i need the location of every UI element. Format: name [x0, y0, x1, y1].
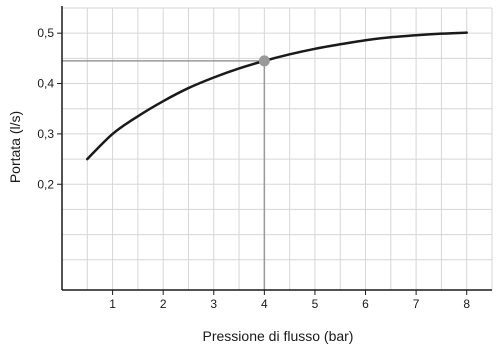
y-axis-title: Portata (l/s)	[7, 111, 23, 183]
x-tick-label: 5	[312, 297, 319, 311]
highlight-guides	[62, 60, 266, 290]
x-tick-label: 8	[463, 297, 470, 311]
y-tick-label: 0,2	[37, 177, 54, 191]
y-tick-label: 0,5	[37, 26, 54, 40]
y-tick-label: 0,4	[37, 77, 54, 91]
x-tick-label: 2	[160, 297, 167, 311]
x-tick-label: 7	[413, 297, 420, 311]
series	[86, 31, 468, 161]
grid	[62, 7, 493, 290]
x-tick-label: 4	[261, 297, 268, 311]
y-tick-label: 0,3	[37, 127, 54, 141]
highlight-point	[258, 55, 270, 67]
tick-labels: 1 2 3 4 5 6 7 8 0,2 0,3 0,4 0,5	[37, 26, 470, 311]
x-axis-title: Pressione di flusso (bar)	[203, 328, 354, 344]
series-line	[86, 31, 468, 161]
axes	[57, 6, 492, 295]
x-tick-label: 3	[210, 297, 217, 311]
x-tick-label: 6	[362, 297, 369, 311]
x-tick-label: 1	[109, 297, 116, 311]
highlight-point-layer	[258, 55, 270, 67]
